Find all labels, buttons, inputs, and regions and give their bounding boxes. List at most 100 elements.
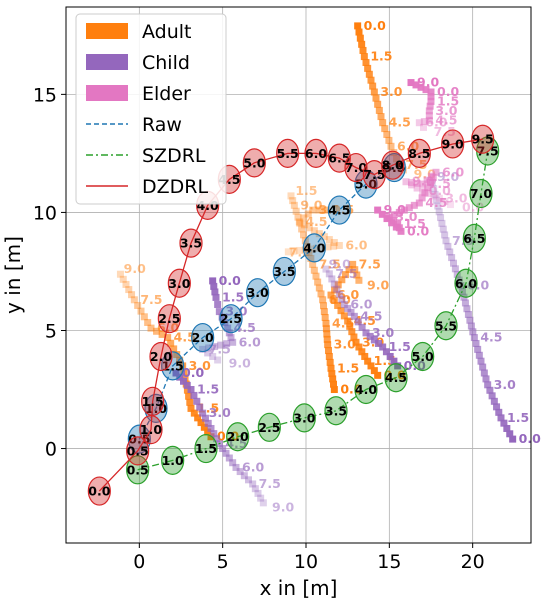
human-position-marker — [153, 327, 161, 335]
human-position-marker — [365, 70, 373, 78]
human-time-label: 3.0 — [189, 358, 211, 373]
human-position-marker — [337, 307, 345, 315]
human-position-marker — [296, 246, 304, 254]
human-position-marker — [390, 211, 398, 219]
human-position-marker — [116, 270, 124, 278]
human-position-marker — [196, 403, 204, 411]
robot-position-marker — [469, 178, 493, 209]
robot-time-label: 3.0 — [293, 410, 315, 425]
human-position-marker — [355, 343, 363, 351]
human-position-marker — [430, 185, 438, 193]
human-position-marker — [344, 304, 352, 312]
human-position-marker — [259, 499, 267, 507]
human-position-marker — [407, 79, 415, 87]
robot-position-marker — [179, 228, 203, 258]
human-position-marker — [222, 449, 230, 457]
human-position-marker — [240, 472, 248, 480]
human-position-marker — [435, 208, 443, 216]
human-position-marker — [204, 428, 212, 436]
x-tick-label: 15 — [377, 551, 401, 573]
legend-item-child: Child — [86, 52, 190, 74]
human-time-label: 3.0 — [209, 405, 231, 420]
robot-time-label: 3.5 — [325, 403, 347, 418]
human-position-marker — [439, 225, 447, 233]
human-position-marker — [330, 380, 337, 388]
human-position-marker — [425, 107, 433, 115]
human-position-marker — [323, 335, 331, 343]
human-position-marker — [350, 333, 358, 341]
human-position-marker — [326, 358, 334, 366]
human-position-marker — [413, 184, 421, 192]
human-time-label: 7.5 — [140, 292, 162, 307]
robot-time-label: 6.0 — [455, 276, 477, 291]
human-position-marker — [215, 308, 223, 316]
human-position-marker — [294, 213, 302, 221]
human-position-marker — [383, 131, 391, 139]
human-position-marker — [324, 341, 332, 349]
human-time-label: 1.5 — [295, 183, 317, 198]
robot-time-label: 4.0 — [355, 382, 377, 397]
robot-position-marker — [327, 195, 351, 225]
robot-time-label: 5.5 — [277, 146, 299, 161]
human-time-label: 1.5 — [507, 410, 529, 425]
human-position-marker — [320, 302, 327, 310]
human-position-marker — [378, 210, 386, 218]
robot-time-label: 7.0 — [345, 160, 367, 175]
human-position-marker — [442, 237, 450, 245]
human-position-marker — [385, 136, 393, 144]
robot-time-label: 1.5 — [195, 441, 217, 456]
robot-time-label: 1.5 — [162, 358, 184, 373]
human-position-marker — [475, 351, 483, 359]
human-position-marker — [218, 313, 226, 321]
human-position-marker — [410, 201, 418, 209]
human-position-marker — [340, 312, 348, 320]
human-position-marker — [346, 322, 354, 330]
human-position-marker — [334, 301, 342, 309]
robot-position-marker — [441, 129, 465, 159]
human-position-marker — [493, 403, 501, 411]
human-time-label: 0.0 — [429, 183, 451, 198]
robot-position-marker — [302, 233, 326, 263]
human-position-marker — [370, 336, 378, 344]
human-position-marker — [229, 338, 237, 346]
human-position-marker — [210, 430, 218, 438]
human-position-marker — [425, 116, 433, 124]
human-position-marker — [176, 356, 184, 364]
human-position-marker — [450, 259, 457, 267]
human-position-marker — [375, 339, 382, 347]
human-position-marker — [214, 356, 222, 364]
human-position-marker — [303, 243, 311, 251]
human-time-label: 1.5 — [437, 93, 459, 108]
human-position-marker — [344, 317, 352, 325]
legend-item-szdrl: SZDRL — [86, 145, 206, 167]
human-time-label: 6.0 — [397, 138, 419, 153]
human-position-marker — [200, 423, 208, 431]
robot-time-label: 5.5 — [435, 318, 457, 333]
human-position-marker — [180, 368, 188, 376]
human-position-marker — [372, 94, 380, 102]
human-time-label: 0.0 — [437, 84, 459, 99]
robot-position-marker — [87, 476, 111, 506]
human-position-marker — [362, 58, 370, 66]
human-position-marker — [500, 419, 508, 427]
robot-position-marker — [407, 138, 431, 168]
human-position-marker — [495, 408, 503, 416]
y-tick-label: 15 — [33, 84, 57, 106]
human-position-marker — [329, 375, 337, 383]
human-position-marker — [312, 272, 320, 280]
human-child-trajectory: 0.01.53.04.56.07.59.0 — [199, 273, 261, 371]
human-position-marker — [477, 357, 485, 365]
human-time-label: 7.5 — [434, 124, 456, 139]
robot-position-marker — [161, 351, 185, 381]
human-time-label: 4.5 — [480, 330, 502, 345]
human-position-marker — [390, 217, 397, 225]
human-position-marker — [315, 284, 323, 292]
human-position-marker — [470, 334, 478, 342]
human-position-marker — [204, 419, 212, 427]
robot-position-marker — [454, 268, 478, 298]
human-position-marker — [225, 454, 233, 462]
human-time-label: 4.5 — [435, 112, 457, 127]
human-position-marker — [313, 244, 321, 252]
human-time-label: 4.5 — [425, 195, 447, 210]
robot-time-label: 6.5 — [328, 151, 350, 166]
